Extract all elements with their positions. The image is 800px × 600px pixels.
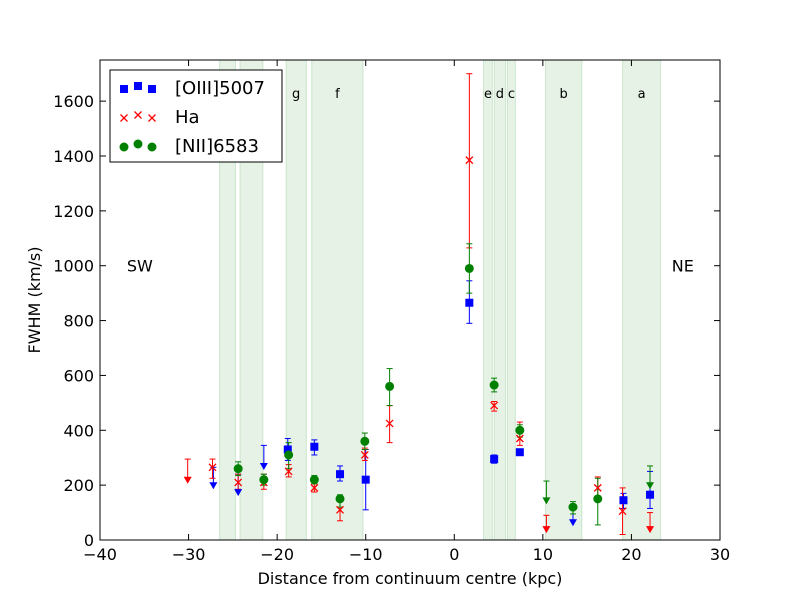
data-point-nii-6583 (593, 494, 603, 504)
legend-marker-ha (120, 114, 128, 122)
shaded-band (311, 59, 364, 541)
annotation-ne: NE (672, 257, 694, 276)
data-point-ha (284, 467, 293, 476)
y-tick-label: 0 (84, 531, 94, 550)
data-markers (183, 156, 655, 534)
data-point-ha (310, 483, 319, 492)
upper-limit-arrow-oiii-5007 (209, 482, 218, 490)
plot-frame (99, 59, 721, 541)
upper-limit-arrow-ha (646, 526, 655, 534)
data-point-ha (515, 434, 524, 443)
y-tick-label: 1600 (53, 92, 94, 111)
x-tick-label: 0 (449, 545, 459, 564)
upper-limit-arrow-nii-6583 (646, 482, 655, 490)
upper-limit-arrow-oiii-5007 (568, 519, 577, 527)
data-point-nii-6583 (360, 436, 370, 446)
data-point-nii-6583 (515, 425, 525, 435)
legend-marker-ha (148, 114, 156, 122)
upper-limit-arrow-ha (183, 476, 192, 484)
axis-ticks: −40 −30 −20 −10 0 10 20 30 0 200 400 600 800 1000 1200… (53, 60, 730, 564)
data-point-ha (618, 507, 627, 516)
data-point-nii-6583 (464, 263, 474, 273)
legend-marker-nii-6583 (147, 142, 157, 152)
y-tick-label: 200 (63, 476, 94, 495)
shaded-band (622, 59, 662, 541)
data-point-nii-6583 (568, 502, 578, 512)
data-point-nii-6583 (309, 475, 319, 485)
band-label-b: b (560, 87, 568, 102)
x-tick-label: −10 (349, 545, 383, 564)
annotations: SW NE (127, 257, 694, 276)
band-label-f: f (335, 87, 340, 102)
legend-label-nii-6583: [NII]6583 (175, 136, 259, 157)
data-point-nii-6583 (335, 494, 345, 504)
y-tick-label: 600 (63, 366, 94, 385)
legend-label-ha: Ha (175, 107, 200, 128)
band-label-d: d (496, 87, 504, 102)
data-point-ha (360, 451, 369, 459)
data-point-nii-6583 (233, 464, 243, 474)
x-tick-label: 30 (710, 545, 730, 564)
y-axis-label: FWHM (km/s) (25, 246, 44, 353)
x-axis-label: Distance from continuum centre (kpc) (258, 569, 563, 588)
band-label-g: g (292, 87, 300, 102)
shaded-bands (219, 59, 662, 541)
legend-marker-nii-6583 (133, 139, 143, 149)
y-tick-label: 800 (63, 312, 94, 331)
data-point-nii-6583 (489, 380, 499, 390)
shaded-band (493, 59, 507, 541)
data-point-oiii-5007 (619, 496, 628, 505)
shaded-band (545, 59, 583, 541)
data-point-ha (208, 463, 217, 472)
data-point-oiii-5007 (310, 442, 319, 451)
x-tick-label: −20 (260, 545, 294, 564)
upper-limit-arrow-ha (542, 526, 551, 534)
data-point-ha (234, 478, 243, 487)
data-point-nii-6583 (259, 475, 269, 485)
band-label-c: c (508, 87, 515, 102)
x-tick-label: −40 (83, 545, 117, 564)
x-tick-label: 20 (621, 545, 641, 564)
x-tick-label: −30 (172, 545, 206, 564)
band-label-e: e (484, 87, 492, 102)
data-point-nii-6583 (385, 381, 395, 391)
data-point-oiii-5007 (646, 490, 655, 499)
legend: [OIII]5007 Ha [NII]6583 (109, 69, 283, 163)
data-point-oiii-5007 (361, 475, 370, 484)
y-tick-label: 400 (63, 421, 94, 440)
annotation-sw: SW (127, 257, 153, 276)
data-point-ha (593, 483, 602, 492)
upper-limit-arrow-oiii-5007 (234, 489, 243, 497)
upper-limit-arrow-nii-6583 (542, 497, 551, 505)
band-label-a: a (638, 87, 646, 102)
shaded-band (506, 59, 516, 541)
y-tick-label: 1000 (53, 257, 94, 276)
data-point-oiii-5007 (336, 470, 345, 479)
y-tick-label: 1200 (53, 202, 94, 221)
data-point-oiii-5007 (515, 448, 524, 457)
data-point-oiii-5007 (465, 298, 474, 307)
data-point-ha (465, 156, 474, 165)
legend-marker-oiii-5007 (148, 85, 156, 93)
legend-label-oiii-5007: [OIII]5007 (175, 78, 265, 99)
data-point-ha (336, 505, 344, 514)
legend-marker-oiii-5007 (134, 82, 142, 90)
legend-marker-nii-6583 (119, 142, 129, 152)
x-tick-label: 10 (533, 545, 553, 564)
legend-marker-ha (134, 111, 142, 119)
y-tick-label: 1400 (53, 147, 94, 166)
data-point-oiii-5007 (490, 455, 499, 464)
data-point-ha (385, 419, 394, 428)
upper-limit-arrow-oiii-5007 (259, 463, 268, 471)
data-point-nii-6583 (284, 450, 294, 460)
shaded-band (483, 59, 493, 541)
data-point-ha (490, 401, 499, 410)
legend-marker-oiii-5007 (120, 85, 128, 93)
